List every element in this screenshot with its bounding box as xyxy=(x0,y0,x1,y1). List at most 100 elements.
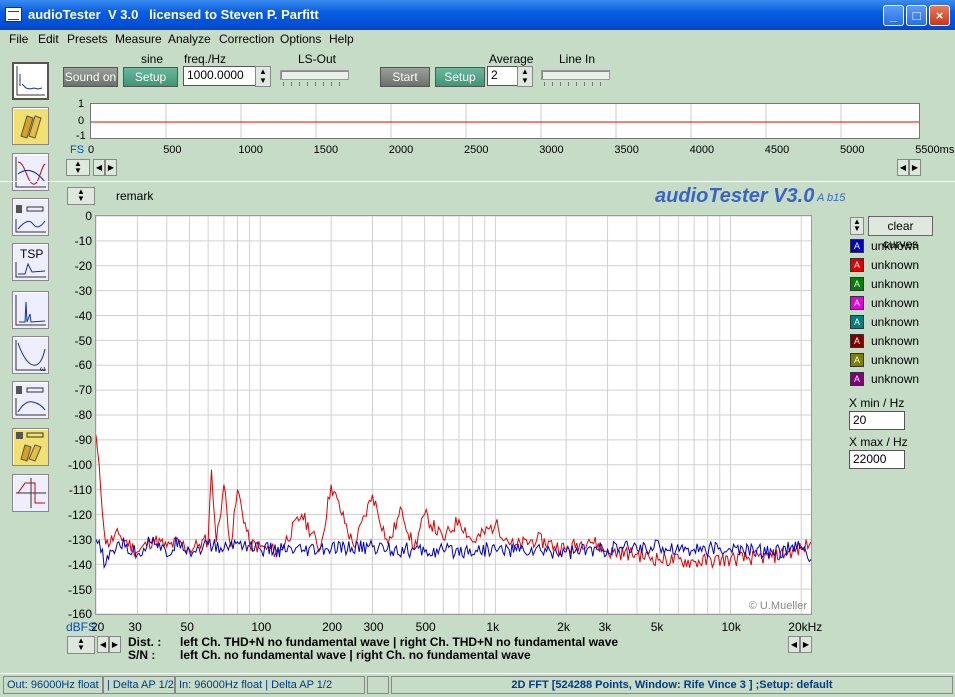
legend-spinner[interactable]: ▲ ▼ xyxy=(850,217,864,235)
y-tick: -40 xyxy=(74,308,92,323)
legend-color-box[interactable]: A xyxy=(850,353,864,367)
impulse-tool-icon[interactable] xyxy=(12,291,49,329)
time-x-tick: 4000 xyxy=(689,144,715,156)
remark-label: remark xyxy=(116,189,154,203)
generator-setup-button[interactable]: Setup xyxy=(123,67,178,87)
legend-color-box[interactable]: A xyxy=(850,334,864,348)
time-x-tick: 4500 xyxy=(764,144,790,156)
y-tick: 0 xyxy=(85,209,92,223)
status-out: Out: 96000Hz float xyxy=(3,676,103,694)
menu-correction[interactable]: Correction xyxy=(219,32,275,46)
impedance-tool-icon[interactable]: ω xyxy=(12,336,49,374)
fs-label: FS xyxy=(70,144,85,156)
tsp-tool-icon[interactable]: TSP xyxy=(12,243,49,281)
menu-presets[interactable]: Presets xyxy=(67,32,108,46)
fft-scroll-left-end[interactable]: ◀ xyxy=(788,636,800,653)
time-domain-plot xyxy=(90,103,920,139)
frequency-spinner[interactable]: ▲ ▼ xyxy=(255,66,271,87)
close-button[interactable]: × xyxy=(929,5,950,26)
y-tick: -20 xyxy=(74,258,92,273)
legend-color-box[interactable]: A xyxy=(850,277,864,291)
frequency-input[interactable]: 1000.0000 xyxy=(183,66,256,86)
headphone-tool-icon[interactable] xyxy=(12,107,49,145)
input-setup-button[interactable]: Setup xyxy=(435,67,485,87)
time-scroll-left[interactable]: ◀ xyxy=(93,159,105,176)
y-tick: -80 xyxy=(74,408,92,423)
legend-label: unknown xyxy=(871,296,920,310)
time-zoom-spinner[interactable]: ▲ ▼ xyxy=(66,159,90,176)
x-tick: 100 xyxy=(251,620,272,634)
brand-title: audioTester V3.0 xyxy=(655,185,815,207)
menu-edit[interactable]: Edit xyxy=(38,32,59,46)
sound-on-button[interactable]: Sound on xyxy=(63,67,118,87)
app-icon xyxy=(5,7,22,22)
waveform-label: sine xyxy=(141,52,164,66)
x-tick: 20kHz xyxy=(788,620,823,634)
fft-series-1 xyxy=(96,536,811,570)
legend-color-box[interactable]: A xyxy=(850,296,864,310)
svg-text:TSP: TSP xyxy=(20,247,43,261)
menu-options[interactable]: Options xyxy=(280,32,322,46)
y-tick: -10 xyxy=(74,233,92,248)
speaker-response-tool-icon[interactable] xyxy=(12,381,49,419)
fft-scroll-left[interactable]: ◀ xyxy=(97,636,109,653)
menu-help[interactable]: Help xyxy=(329,32,354,46)
x-max-label: X max / Hz xyxy=(849,435,908,449)
y-tick: -120 xyxy=(67,507,92,522)
x-tick: 2k xyxy=(557,620,570,634)
status-in: In: 96000Hz float | Delta AP 1/2 xyxy=(175,676,365,694)
dist-result: left Ch. THD+N no fundamental wave | rig… xyxy=(180,635,619,649)
x-tick: 5k xyxy=(650,620,664,634)
line-in-slider[interactable] xyxy=(541,70,610,80)
sn-label: S/N : xyxy=(128,648,156,662)
menu-analyze[interactable]: Analyze xyxy=(168,32,211,46)
legend-color-box[interactable]: A xyxy=(850,258,864,272)
ls-out-slider[interactable] xyxy=(280,70,349,80)
menu-file[interactable]: File xyxy=(9,32,29,46)
legend-color-box[interactable]: A xyxy=(850,372,864,386)
average-spinner[interactable]: ▲ ▼ xyxy=(517,66,533,87)
time-x-tick: 3500 xyxy=(614,144,639,156)
freq-label: freq./Hz xyxy=(184,52,227,66)
speaker-measure-tool-icon[interactable] xyxy=(12,198,49,236)
minimize-button[interactable]: _ xyxy=(883,5,904,26)
menu-measure[interactable]: Measure xyxy=(115,32,162,46)
time-scroll-right[interactable]: ▶ xyxy=(105,159,117,176)
line-in-ticks xyxy=(544,82,608,86)
divider xyxy=(0,181,955,182)
legend-label: unknown xyxy=(871,315,920,329)
x-min-input[interactable]: 20 xyxy=(849,411,905,430)
time-x-tick: 5500ms xyxy=(915,144,955,156)
time-x-tick: 1500 xyxy=(313,144,339,156)
x-tick: 200 xyxy=(322,620,343,634)
step-response-tool-icon[interactable] xyxy=(12,474,49,512)
fft-zoom-spinner[interactable]: ▲ ▼ xyxy=(67,187,95,205)
time-scroll-right-end[interactable]: ▶ xyxy=(909,159,921,176)
x-tick: 30 xyxy=(128,620,142,634)
y-tick: -150 xyxy=(67,582,92,597)
results-spinner[interactable]: ▲ ▼ xyxy=(67,636,95,654)
start-button[interactable]: Start xyxy=(380,67,430,87)
fft-scroll-right-end[interactable]: ▶ xyxy=(800,636,812,653)
headphone-measure-tool-icon[interactable] xyxy=(12,428,49,466)
status-empty xyxy=(367,676,389,694)
dist-label: Dist. : xyxy=(128,635,162,649)
fft-scroll-right[interactable]: ▶ xyxy=(109,636,121,653)
legend-color-box[interactable]: A xyxy=(850,239,864,253)
time-x-tick: 1000 xyxy=(238,144,263,156)
status-fft: 2D FFT [524288 Points, Window: Rife Vinc… xyxy=(391,676,953,694)
maximize-button[interactable]: □ xyxy=(906,5,927,26)
average-input[interactable]: 2 xyxy=(487,66,519,86)
frequency-response-tool-icon[interactable] xyxy=(12,153,49,191)
legend-color-box[interactable]: A xyxy=(850,315,864,329)
time-scroll-left-end[interactable]: ◀ xyxy=(897,159,909,176)
title-bar: audioTester V 3.0 licensed to Steven P. … xyxy=(0,0,955,30)
fft-analyzer-tool-icon[interactable] xyxy=(12,62,49,100)
copyright-label: © U.Mueller xyxy=(748,600,807,612)
clear-curves-button[interactable]: clear curves xyxy=(868,216,933,251)
x-tick: 300 xyxy=(363,620,384,634)
line-in-label: Line In xyxy=(559,52,596,66)
fft-spectrum-plot: © U.Mueller xyxy=(95,215,812,615)
time-y-tick: -1 xyxy=(76,130,86,142)
x-max-input[interactable]: 22000 xyxy=(849,450,905,469)
